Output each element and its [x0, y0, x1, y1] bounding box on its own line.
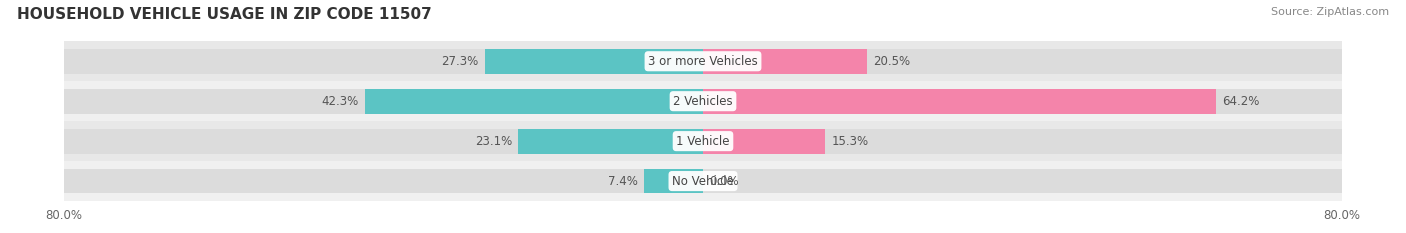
Bar — [703, 49, 866, 74]
Bar — [366, 89, 703, 113]
Bar — [63, 169, 703, 193]
Text: Source: ZipAtlas.com: Source: ZipAtlas.com — [1271, 7, 1389, 17]
Text: 64.2%: 64.2% — [1222, 95, 1260, 108]
Text: 15.3%: 15.3% — [831, 135, 869, 148]
Bar — [63, 49, 703, 74]
Text: 42.3%: 42.3% — [322, 95, 359, 108]
Text: 27.3%: 27.3% — [441, 55, 478, 68]
Bar — [703, 89, 1216, 113]
Bar — [485, 49, 703, 74]
Bar — [644, 169, 703, 193]
Text: 7.4%: 7.4% — [607, 175, 637, 188]
Bar — [703, 129, 825, 154]
Bar — [63, 89, 703, 113]
Bar — [63, 41, 1343, 81]
Bar — [63, 81, 1343, 121]
Text: 0.0%: 0.0% — [710, 175, 740, 188]
Bar — [519, 129, 703, 154]
Text: 2 Vehicles: 2 Vehicles — [673, 95, 733, 108]
Text: 20.5%: 20.5% — [873, 55, 910, 68]
Bar — [63, 161, 1343, 201]
Bar — [63, 129, 703, 154]
Bar — [63, 121, 1343, 161]
Bar — [703, 129, 1343, 154]
Text: 23.1%: 23.1% — [475, 135, 512, 148]
Bar — [703, 169, 1343, 193]
Text: No Vehicle: No Vehicle — [672, 175, 734, 188]
Text: HOUSEHOLD VEHICLE USAGE IN ZIP CODE 11507: HOUSEHOLD VEHICLE USAGE IN ZIP CODE 1150… — [17, 7, 432, 22]
Bar — [703, 89, 1343, 113]
Text: 1 Vehicle: 1 Vehicle — [676, 135, 730, 148]
Text: 3 or more Vehicles: 3 or more Vehicles — [648, 55, 758, 68]
Bar — [703, 49, 1343, 74]
